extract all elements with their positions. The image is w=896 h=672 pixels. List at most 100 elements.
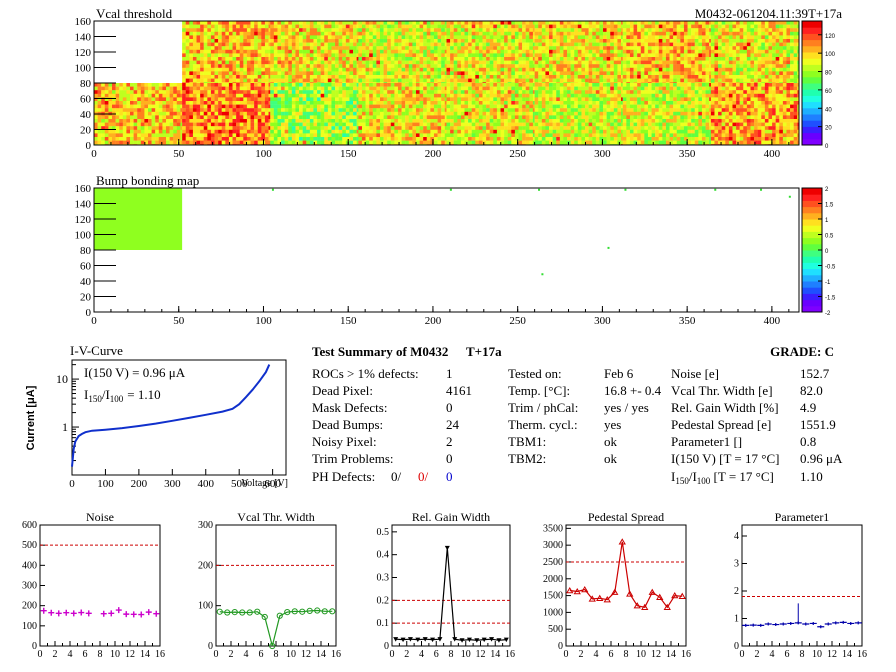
x-tick-label: 14 — [316, 649, 326, 660]
x-tick-label: 8 — [98, 649, 103, 660]
iv-x-tick-label: 100 — [97, 478, 114, 490]
noise-point — [55, 610, 62, 617]
scale-tick-label: 0 — [825, 144, 829, 150]
x-tick-label: 6 — [785, 649, 790, 660]
x-tick-label: 350 — [679, 315, 696, 327]
x-tick-label: 2 — [579, 649, 584, 660]
ph-defects-value-2: 0/ — [418, 469, 429, 484]
y-tick-label: 0 — [384, 641, 389, 652]
vcalwidth-point — [239, 609, 246, 616]
summary-title: Test Summary of M0432 — [312, 344, 448, 359]
pedestal-point — [656, 593, 664, 600]
vcalwidth-point — [329, 608, 336, 615]
iv-x-tick-label: 0 — [69, 478, 75, 490]
gain-point — [496, 638, 502, 643]
noise-point — [63, 609, 70, 616]
gain-series-line — [395, 547, 507, 641]
gain-point — [503, 637, 509, 643]
summary-left-label: Mask Defects: — [312, 400, 387, 415]
iv-x-tick-label: 500 — [231, 478, 248, 490]
iv-title: I-V-Curve — [70, 343, 123, 358]
x-tick-label: 12 — [476, 649, 486, 660]
x-tick-label: 6 — [83, 649, 88, 660]
x-tick-label: 4 — [419, 649, 424, 660]
y-tick-label: 20 — [80, 292, 92, 304]
summary-right-label: Rel. Gain Width [%] — [671, 400, 779, 415]
dead-bump-dot — [271, 188, 274, 191]
iv-y-tick-label: 10 — [56, 372, 68, 386]
iv-x-tick-label: 600 — [264, 478, 281, 490]
summary-tag: T+17a — [466, 344, 502, 359]
x-tick-label: 0 — [91, 148, 97, 160]
summary-left-value: 24 — [446, 417, 460, 432]
x-tick-label: 16 — [857, 649, 867, 660]
y-tick-label: 200 — [22, 601, 37, 612]
summary-mid-label: Temp. [°C]: — [508, 383, 570, 398]
x-tick-label: 2 — [755, 649, 760, 660]
noise-point — [153, 610, 160, 617]
scale-tick-label: 0.5 — [825, 234, 834, 240]
x-tick-label: 4 — [770, 649, 775, 660]
pedestal-title: Pedestal Spread — [588, 510, 664, 524]
scale-tick-label: -0.5 — [825, 265, 836, 271]
pedestal-point — [588, 595, 596, 602]
param1-point — [832, 621, 840, 625]
vcalwidth-series-line — [219, 609, 333, 647]
scale-tick-label: 120 — [825, 34, 836, 40]
y-tick-label: 0.4 — [377, 550, 390, 561]
x-tick-label: 10 — [812, 649, 822, 660]
y-tick-label: 100 — [22, 621, 37, 632]
summary-left-label: Dead Bumps: — [312, 417, 383, 432]
pedestal-point — [566, 586, 574, 594]
gain-point — [444, 545, 450, 551]
y-tick-label: 60 — [80, 261, 92, 273]
x-tick-label: 0 — [564, 649, 569, 660]
summary-mid-value: ok — [604, 434, 618, 449]
summary-mid-value: ok — [604, 451, 618, 466]
y-tick-label: 0.1 — [377, 618, 390, 629]
scale-tick-label: 2 — [825, 187, 829, 193]
scale-tick-label: -2 — [825, 311, 831, 317]
pedestal-point — [611, 588, 619, 595]
param1-title: Parameter1 — [775, 510, 830, 524]
summary-right-label: Vcal Thr. Width [e] — [671, 383, 773, 398]
x-tick-label: 12 — [651, 649, 661, 660]
x-tick-label: 14 — [842, 649, 852, 660]
vcalwidth-point — [299, 608, 306, 615]
param1-point — [764, 622, 772, 626]
gain-point — [474, 638, 480, 643]
x-tick-label: 50 — [173, 315, 185, 327]
x-tick-label: 14 — [666, 649, 676, 660]
vcalwidth-point — [276, 612, 283, 619]
y-tick-label: 1500 — [543, 591, 563, 602]
x-tick-label: 0 — [91, 315, 97, 327]
iv-series-line — [71, 364, 271, 467]
summary-right-label: Pedestal Spread [e] — [671, 417, 771, 432]
noise-point — [108, 610, 115, 617]
x-tick-label: 10 — [286, 649, 296, 660]
gain-point — [437, 637, 443, 642]
vcalwidth-point — [269, 642, 276, 650]
ratio-value: 1.10 — [800, 469, 823, 484]
pedestal-point — [641, 603, 649, 611]
gain-point — [452, 637, 458, 642]
summary-mid-value: yes — [604, 417, 621, 432]
pedestal-point — [573, 587, 581, 595]
y-tick-label: 3000 — [543, 540, 563, 551]
iv-x-tick-label: 400 — [198, 478, 215, 490]
iv-xlabel: Voltage [V] — [241, 478, 288, 489]
summary-grade: GRADE: C — [770, 344, 834, 359]
param1-point — [787, 621, 795, 625]
summary-left-value: 2 — [446, 434, 453, 449]
gain-title: Rel. Gain Width — [412, 510, 490, 524]
x-tick-label: 6 — [259, 649, 264, 660]
iv-curve-plot: I-V-Curve 0 100 200 300 400 500 600 1 10 I(150 V… — [25, 343, 288, 490]
y-tick-label: 300 — [198, 520, 213, 531]
param1-point — [824, 622, 832, 626]
y-tick-label: 1 — [734, 614, 739, 625]
y-tick-label: 0.2 — [377, 595, 390, 606]
dead-bump-dot — [607, 246, 610, 249]
x-tick-label: 100 — [255, 148, 272, 160]
